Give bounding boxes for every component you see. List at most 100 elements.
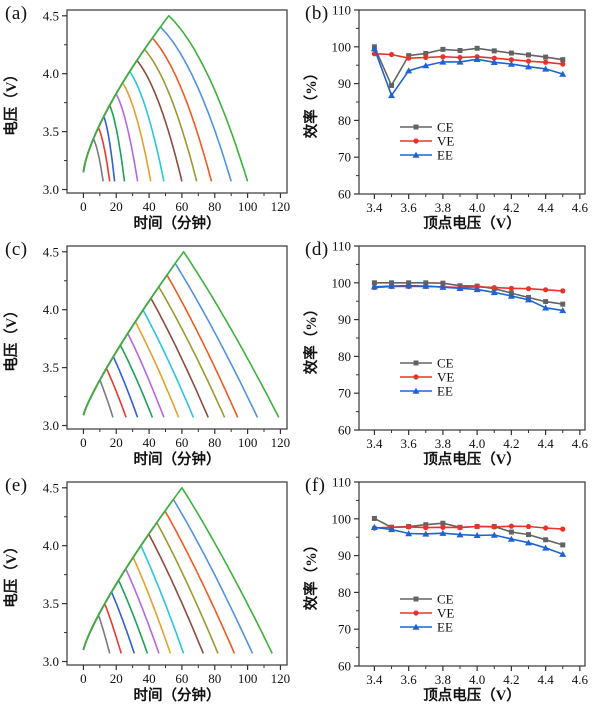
svg-text:3.4: 3.4 xyxy=(366,200,383,215)
svg-text:60: 60 xyxy=(175,199,188,214)
svg-text:60: 60 xyxy=(338,423,351,438)
svg-text:3.8: 3.8 xyxy=(435,436,451,451)
svg-text:4.2: 4.2 xyxy=(503,672,519,687)
svg-text:0: 0 xyxy=(80,671,87,686)
svg-text:60: 60 xyxy=(175,435,188,450)
svg-text:电压（V）: 电压（V） xyxy=(2,67,20,135)
svg-text:80: 80 xyxy=(208,199,221,214)
svg-text:EE: EE xyxy=(437,384,453,399)
svg-text:4.6: 4.6 xyxy=(572,200,589,215)
svg-text:效率（%）: 效率（%） xyxy=(302,66,320,139)
panel-d: (d) 3.4 3.6 3.8 4.0 4.2 4.4 4.6 60 70 80 90 100 110 顶… xyxy=(300,236,600,472)
svg-text:CE: CE xyxy=(437,592,454,607)
svg-text:100: 100 xyxy=(332,511,352,526)
svg-text:120: 120 xyxy=(271,671,291,686)
svg-text:效率（%）: 效率（%） xyxy=(302,302,320,375)
panel-b: (b) 3.4 3.6 3.8 4.0 4.2 4.4 4.6 60 70 80 90 100 110 顶… xyxy=(300,0,600,236)
panel-c-chart: 0 20 40 60 80 100 120 3.0 3.5 4.0 4.5 时间（分钟） 电压（V） xyxy=(0,236,300,472)
svg-text:20: 20 xyxy=(110,435,123,450)
svg-text:0: 0 xyxy=(80,199,87,214)
panel-c-label: (c) xyxy=(5,239,28,260)
panel-b-label: (b) xyxy=(305,3,329,24)
svg-text:4.0: 4.0 xyxy=(469,672,485,687)
panel-f-label: (f) xyxy=(305,475,326,496)
svg-text:60: 60 xyxy=(338,659,351,674)
svg-text:时间（分钟）: 时间（分钟） xyxy=(134,450,221,468)
svg-text:40: 40 xyxy=(143,671,156,686)
svg-text:3.4: 3.4 xyxy=(366,436,383,451)
svg-text:20: 20 xyxy=(110,671,123,686)
svg-text:顶点电压（V）: 顶点电压（V） xyxy=(423,450,520,468)
svg-text:60: 60 xyxy=(175,671,188,686)
svg-text:100: 100 xyxy=(332,275,352,290)
panel-f: (f) 3.4 3.6 3.8 4.0 4.2 4.4 4.6 60 70 80 90 100 110 顶… xyxy=(300,472,600,708)
svg-text:4.0: 4.0 xyxy=(43,66,59,81)
panel-b-chart: 3.4 3.6 3.8 4.0 4.2 4.4 4.6 60 70 80 90 100 110 顶点电压（… xyxy=(300,0,600,236)
svg-text:60: 60 xyxy=(338,187,351,202)
svg-text:110: 110 xyxy=(332,475,351,490)
svg-text:120: 120 xyxy=(271,435,291,450)
svg-text:90: 90 xyxy=(338,76,351,91)
svg-text:3.6: 3.6 xyxy=(401,672,418,687)
svg-text:4.0: 4.0 xyxy=(43,538,59,553)
svg-text:80: 80 xyxy=(208,435,221,450)
svg-text:80: 80 xyxy=(208,671,221,686)
svg-text:效率（%）: 效率（%） xyxy=(302,538,320,611)
svg-text:VE: VE xyxy=(437,606,454,621)
svg-text:110: 110 xyxy=(332,3,351,18)
svg-text:3.6: 3.6 xyxy=(401,436,418,451)
panel-d-label: (d) xyxy=(305,239,329,260)
svg-text:3.0: 3.0 xyxy=(43,418,59,433)
svg-text:40: 40 xyxy=(143,435,156,450)
svg-text:4.2: 4.2 xyxy=(503,436,519,451)
panel-e-chart: 0 20 40 60 80 100 120 3.0 3.5 4.0 4.5 时间（分钟） 电压（V） xyxy=(0,472,300,708)
svg-text:EE: EE xyxy=(437,148,453,163)
svg-text:4.4: 4.4 xyxy=(537,436,554,451)
svg-text:4.5: 4.5 xyxy=(43,8,59,23)
svg-text:80: 80 xyxy=(338,585,351,600)
svg-text:电压（V）: 电压（V） xyxy=(2,539,20,607)
svg-text:80: 80 xyxy=(338,349,351,364)
svg-text:EE: EE xyxy=(437,620,453,635)
svg-text:4.2: 4.2 xyxy=(503,200,519,215)
svg-text:70: 70 xyxy=(338,622,351,637)
svg-text:VE: VE xyxy=(437,134,454,149)
svg-text:顶点电压（V）: 顶点电压（V） xyxy=(423,214,520,232)
svg-text:100: 100 xyxy=(332,39,352,54)
panel-e-label: (e) xyxy=(5,475,28,496)
svg-text:时间（分钟）: 时间（分钟） xyxy=(134,686,221,704)
svg-text:4.4: 4.4 xyxy=(537,672,554,687)
svg-text:3.5: 3.5 xyxy=(43,360,59,375)
svg-text:100: 100 xyxy=(238,435,258,450)
svg-text:顶点电压（V）: 顶点电压（V） xyxy=(423,686,520,704)
svg-text:80: 80 xyxy=(338,113,351,128)
svg-text:4.6: 4.6 xyxy=(572,672,589,687)
svg-text:VE: VE xyxy=(437,370,454,385)
svg-text:0: 0 xyxy=(80,435,87,450)
svg-text:3.6: 3.6 xyxy=(401,200,418,215)
panel-e: (e) 0 20 40 60 80 100 120 3.0 3.5 4.0 4.5 时间（分钟） 电压（… xyxy=(0,472,300,708)
panel-d-chart: 3.4 3.6 3.8 4.0 4.2 4.4 4.6 60 70 80 90 100 110 顶点电压（… xyxy=(300,236,600,472)
svg-text:3.0: 3.0 xyxy=(43,654,59,669)
svg-text:90: 90 xyxy=(338,548,351,563)
panel-c: (c) 0 20 40 60 80 100 120 3.0 3.5 4.0 4.5 时间（分钟） 电压（… xyxy=(0,236,300,472)
panel-a-chart: 0 20 40 60 80 100 120 3.0 3.5 4.0 4.5 时间（分钟） 电压（V） xyxy=(0,0,300,236)
svg-text:4.0: 4.0 xyxy=(43,302,59,317)
svg-text:70: 70 xyxy=(338,386,351,401)
svg-text:3.5: 3.5 xyxy=(43,124,59,139)
svg-text:4.4: 4.4 xyxy=(537,200,554,215)
svg-text:3.5: 3.5 xyxy=(43,596,59,611)
svg-text:3.8: 3.8 xyxy=(435,672,451,687)
svg-text:4.5: 4.5 xyxy=(43,480,59,495)
svg-text:70: 70 xyxy=(338,150,351,165)
svg-text:4.5: 4.5 xyxy=(43,244,59,259)
svg-text:CE: CE xyxy=(437,356,454,371)
svg-text:4.0: 4.0 xyxy=(469,436,485,451)
svg-text:100: 100 xyxy=(238,671,258,686)
svg-text:40: 40 xyxy=(143,199,156,214)
panel-a-label: (a) xyxy=(5,3,28,24)
svg-text:3.8: 3.8 xyxy=(435,200,451,215)
svg-text:3.4: 3.4 xyxy=(366,672,383,687)
svg-text:时间（分钟）: 时间（分钟） xyxy=(134,214,221,232)
